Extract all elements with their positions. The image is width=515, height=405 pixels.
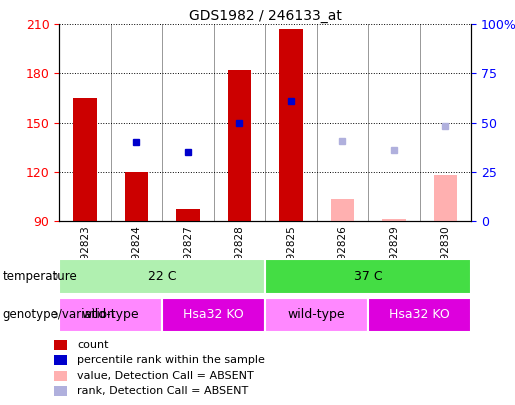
Bar — [265, 298, 368, 332]
Bar — [331, 199, 354, 221]
Text: wild-type: wild-type — [82, 308, 140, 322]
Bar — [176, 209, 200, 221]
Bar — [265, 259, 471, 294]
Bar — [434, 175, 457, 221]
Text: 22 C: 22 C — [148, 270, 177, 283]
Bar — [279, 29, 303, 221]
Text: genotype/variation: genotype/variation — [3, 308, 115, 322]
Bar — [73, 98, 96, 221]
Text: rank, Detection Call = ABSENT: rank, Detection Call = ABSENT — [77, 386, 249, 396]
Bar — [59, 259, 265, 294]
Text: count: count — [77, 340, 109, 350]
Bar — [368, 298, 471, 332]
Text: wild-type: wild-type — [288, 308, 346, 322]
Bar — [162, 298, 265, 332]
Bar — [125, 172, 148, 221]
Text: Hsa32 KO: Hsa32 KO — [389, 308, 450, 322]
Text: percentile rank within the sample: percentile rank within the sample — [77, 356, 265, 365]
Text: Hsa32 KO: Hsa32 KO — [183, 308, 244, 322]
Bar — [228, 70, 251, 221]
Title: GDS1982 / 246133_at: GDS1982 / 246133_at — [189, 9, 341, 23]
Bar — [59, 298, 162, 332]
Bar — [382, 219, 406, 221]
Text: value, Detection Call = ABSENT: value, Detection Call = ABSENT — [77, 371, 254, 381]
Text: 37 C: 37 C — [354, 270, 383, 283]
Text: temperature: temperature — [3, 270, 77, 283]
